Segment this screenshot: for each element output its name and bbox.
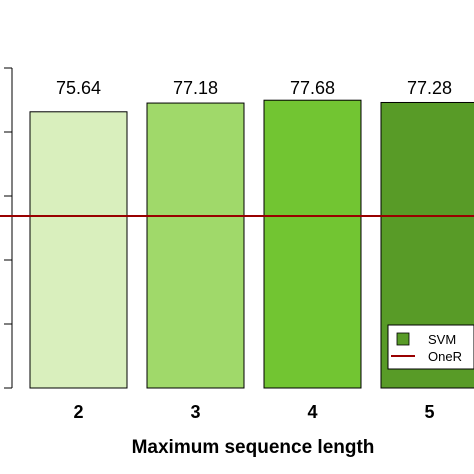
x-tick-label-4: 4 xyxy=(307,402,317,422)
bar-4 xyxy=(263,99,362,389)
bar-3 xyxy=(146,102,245,389)
legend-svm-swatch xyxy=(396,332,410,346)
x-tick-label-2: 2 xyxy=(73,402,83,422)
data-label-3: 77.18 xyxy=(173,78,218,98)
data-label-4: 77.68 xyxy=(290,78,335,98)
data-label-2: 75.64 xyxy=(56,78,101,98)
legend-svm-label: SVM xyxy=(428,332,456,347)
y-axis xyxy=(4,67,13,389)
bar-2 xyxy=(29,111,128,389)
legend-box xyxy=(387,324,474,370)
x-tick-label-5: 5 xyxy=(424,402,434,422)
x-tick-label-3: 3 xyxy=(190,402,200,422)
x-tick-labels: 2 3 4 5 xyxy=(73,402,434,422)
legend: SVM OneR xyxy=(387,324,474,370)
x-axis-title: Maximum sequence length xyxy=(132,437,375,458)
data-label-5: 77.28 xyxy=(407,78,452,98)
value-labels: 75.64 77.18 77.68 77.28 xyxy=(56,78,452,98)
legend-oner-label: OneR xyxy=(428,349,462,364)
